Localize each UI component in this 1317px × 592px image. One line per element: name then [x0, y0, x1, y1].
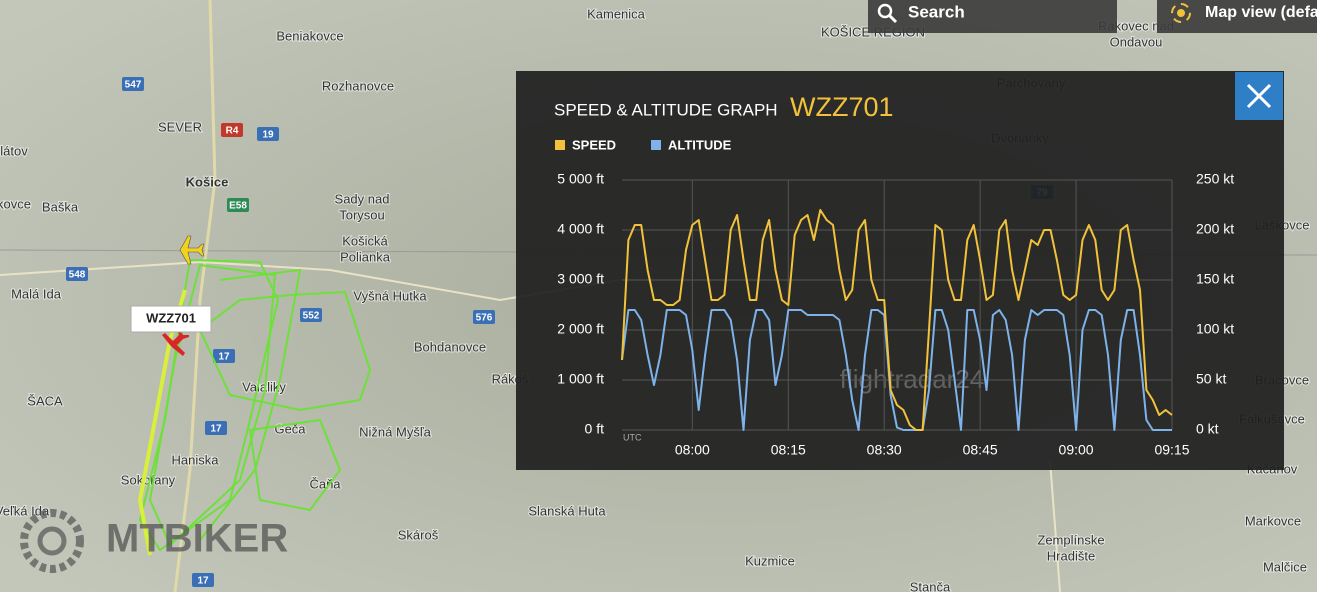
place-label: Markovce — [1245, 513, 1301, 528]
map-view-icon[interactable] — [1171, 3, 1191, 23]
legend-label: ALTITUDE — [668, 137, 732, 152]
road-label: 19 — [262, 130, 274, 141]
road-label: R4 — [226, 126, 239, 137]
x-tick-label: 08:30 — [867, 442, 902, 458]
road-label: 576 — [476, 313, 493, 324]
x-tick-label: 08:45 — [963, 442, 998, 458]
aircraft-icon[interactable] — [179, 235, 205, 265]
place-label: Košická — [342, 233, 388, 248]
search-icon[interactable] — [877, 3, 893, 19]
y-tick-label: 4 000 ft — [557, 221, 604, 237]
road-label: E58 — [229, 201, 247, 212]
y2-tick-label: 150 kt — [1196, 271, 1234, 287]
watermark-logo — [20, 509, 84, 573]
place-label: SEVER — [158, 119, 202, 134]
legend-swatch — [651, 140, 661, 150]
y-tick-label: 1 000 ft — [557, 371, 604, 387]
road-label: 552 — [303, 311, 320, 322]
place-label: Baška — [42, 199, 79, 214]
road-label: 17 — [218, 352, 230, 363]
place-label: kovce — [0, 196, 31, 211]
y2-tick-label: 250 kt — [1196, 171, 1234, 187]
x-tick-label: 09:15 — [1154, 442, 1189, 458]
place-label: Košice — [186, 174, 229, 189]
road-shield — [122, 77, 144, 91]
place-label: ŠACA — [27, 393, 63, 408]
place-label: Hradište — [1047, 548, 1095, 563]
map-view-button[interactable] — [1157, 0, 1317, 33]
road-shield — [213, 349, 235, 363]
place-label: Malá Ida — [11, 286, 62, 301]
place-label: Zemplínske — [1037, 532, 1104, 547]
series-line — [621, 209, 1173, 431]
place-label: Skároš — [398, 527, 439, 542]
place-label: Stanča — [910, 579, 951, 592]
place-label: Haniska — [172, 452, 220, 467]
search-icon[interactable] — [887, 13, 898, 24]
aircraft-icon[interactable] — [162, 329, 189, 356]
legend-label: SPEED — [572, 137, 616, 152]
place-label: Polianka — [340, 249, 391, 264]
road — [173, 0, 217, 592]
road-label: 547 — [125, 80, 142, 91]
callsign-tag-box[interactable] — [130, 305, 212, 333]
y2-tick-label: 50 kt — [1196, 371, 1226, 387]
place-label: Rozhanovce — [322, 78, 394, 93]
road-shield — [66, 267, 88, 281]
road-label: 17 — [210, 424, 222, 435]
road-shield — [221, 123, 243, 137]
y-tick-label: 3 000 ft — [557, 271, 604, 287]
place-label: Bohdanovce — [414, 339, 486, 354]
place-label: Beniakovce — [276, 28, 343, 43]
road-label: 17 — [197, 576, 209, 587]
chart-title: SPEED & ALTITUDE GRAPH — [554, 100, 778, 119]
map-view-icon[interactable] — [1177, 9, 1185, 17]
place-label: Sokoľany — [121, 472, 176, 487]
y-tick-label: 0 ft — [585, 421, 605, 437]
callsign-tag[interactable]: WZZ701 — [146, 310, 196, 325]
road-shield — [473, 310, 495, 324]
place-label: Vyšná Hutka — [353, 288, 427, 303]
x-tick-label: 08:00 — [675, 442, 710, 458]
road-shield — [192, 573, 214, 587]
place-label: Torysou — [339, 207, 385, 222]
place-label: Valaliky — [242, 379, 286, 394]
place-label: Kamenica — [587, 6, 646, 21]
map-view-label[interactable]: Map view (defa — [1205, 4, 1317, 21]
place-label: látov — [0, 143, 28, 158]
legend-swatch — [555, 140, 565, 150]
road-shield — [257, 127, 279, 141]
x-axis-note: UTC — [623, 432, 642, 442]
x-tick-label: 08:15 — [771, 442, 806, 458]
road-shield — [227, 198, 249, 212]
y2-tick-label: 200 kt — [1196, 221, 1234, 237]
flight-track — [138, 258, 372, 552]
road — [1049, 459, 1061, 592]
place-label: Ondavou — [1110, 34, 1163, 49]
place-label: Nižná Myšľa — [359, 424, 431, 439]
place-label: Slanská Huta — [528, 503, 606, 518]
road-shield — [205, 421, 227, 435]
road-shield — [300, 308, 322, 322]
watermark: MTBIKER — [106, 517, 288, 561]
place-label: Veľká Ida — [0, 503, 50, 518]
road-label: 548 — [69, 270, 86, 281]
y2-tick-label: 0 kt — [1196, 421, 1219, 437]
place-label: Sady nad — [335, 191, 390, 206]
chart-panel — [516, 71, 1284, 470]
series-line — [621, 309, 1172, 431]
search-label[interactable]: Search — [908, 2, 965, 21]
close-icon[interactable] — [1246, 83, 1272, 109]
place-label: Malčice — [1263, 559, 1307, 574]
y-tick-label: 2 000 ft — [557, 321, 604, 337]
place-label: Kuzmice — [745, 553, 795, 568]
y-tick-label: 5 000 ft — [557, 171, 604, 187]
x-tick-label: 09:00 — [1059, 442, 1094, 458]
y2-tick-label: 100 kt — [1196, 321, 1234, 337]
search-box[interactable] — [868, 0, 1117, 33]
chart-subtitle: WZZ701 — [790, 92, 894, 122]
